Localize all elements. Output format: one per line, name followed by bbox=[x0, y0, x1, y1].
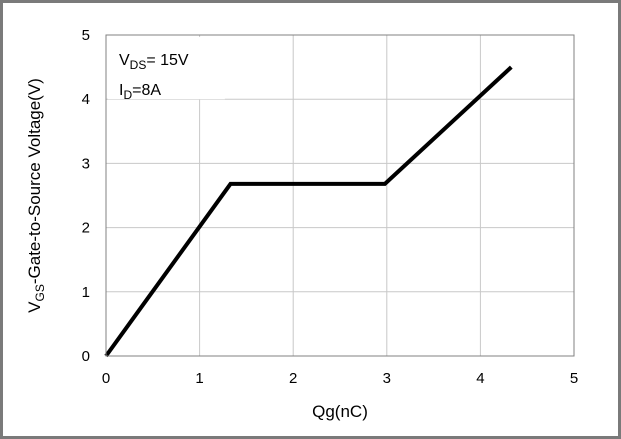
series-line-0 bbox=[104, 65, 513, 358]
plot-border bbox=[105, 34, 575, 357]
series-layer bbox=[104, 65, 513, 358]
x-tick-label: 3 bbox=[383, 370, 391, 387]
x-axis-title: Qg(nC) bbox=[312, 402, 368, 421]
y-axis-title-rest: -Gate-to-Source Voltage(V) bbox=[25, 78, 44, 284]
y-axis-title: VGS-Gate-to-Source Voltage(V) bbox=[25, 78, 47, 313]
annotation-vds-subscript: DS bbox=[130, 58, 147, 72]
x-tick-label: 2 bbox=[289, 370, 297, 387]
y-tick-label: 4 bbox=[82, 91, 90, 108]
annotation-vds-rest: = 15V bbox=[146, 52, 189, 69]
y-axis-title-subscript: GS bbox=[33, 284, 47, 301]
y-tick-label: 1 bbox=[82, 284, 90, 301]
annotation-vds-prefix: V bbox=[119, 52, 130, 69]
annotation-background bbox=[108, 37, 225, 100]
y-tick-label: 0 bbox=[82, 348, 90, 365]
y-axis-title-prefix: V bbox=[25, 301, 44, 313]
annotation-id-rest: =8A bbox=[132, 82, 161, 99]
annotation-id-prefix: I bbox=[119, 82, 123, 99]
y-tick-label: 5 bbox=[82, 27, 90, 44]
y-tick-labels: 0 1 2 3 4 5 bbox=[82, 27, 90, 365]
annotation-id-subscript: D bbox=[123, 88, 132, 102]
grid bbox=[106, 35, 574, 356]
x-tick-labels: 0 1 2 3 4 5 bbox=[102, 370, 578, 387]
y-tick-label: 3 bbox=[82, 155, 90, 172]
annotations: VDS= 15V ID=8A bbox=[119, 52, 189, 102]
annotation-box bbox=[108, 37, 225, 100]
y-tick-label: 2 bbox=[82, 220, 90, 237]
x-tick-label: 0 bbox=[102, 370, 110, 387]
annotation-vds: VDS= 15V bbox=[119, 52, 189, 72]
x-tick-label: 1 bbox=[195, 370, 203, 387]
x-tick-label: 4 bbox=[476, 370, 484, 387]
plot-area-border bbox=[105, 34, 575, 357]
annotation-id: ID=8A bbox=[119, 82, 161, 102]
x-tick-label: 5 bbox=[570, 370, 578, 387]
